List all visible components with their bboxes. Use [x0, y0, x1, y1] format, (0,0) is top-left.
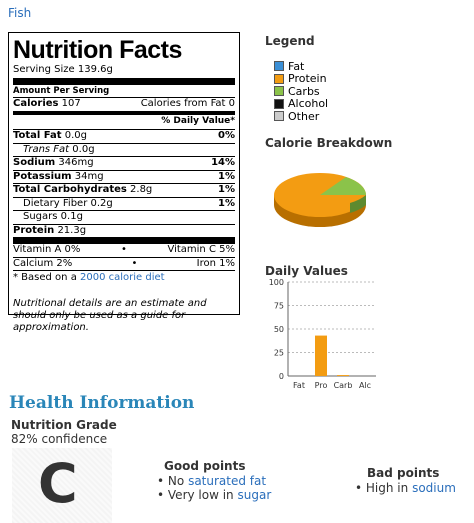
legend-item-other: Other: [274, 110, 328, 123]
legend-item-fat: Fat: [274, 60, 328, 73]
row-vitamins-a-c: Vitamin A 0% • Vitamin C 5%: [13, 244, 235, 255]
calorie-breakdown-pie: [274, 173, 366, 227]
amount-per-serving: Amount Per Serving: [13, 86, 110, 96]
calories-value: 107: [61, 98, 81, 109]
daily-value-header: % Daily Value*: [161, 115, 235, 126]
row-total-fat: Total Fat 0.0g 0%: [13, 129, 235, 141]
carbs-swatch: [274, 86, 284, 97]
legend-item-alcohol: Alcohol: [274, 97, 328, 110]
y-tick-label: 0: [279, 372, 284, 381]
sugar-link[interactable]: sugar: [237, 488, 272, 502]
grade-letter: C: [38, 452, 78, 515]
protein-swatch: [274, 73, 284, 84]
label-title: Nutrition Facts: [13, 36, 182, 64]
good-point-item: • Very low in sugar: [157, 488, 272, 502]
row-dietary-fiber: Dietary Fiber 0.2g 1%: [13, 196, 235, 211]
y-tick-label: 100: [269, 278, 284, 287]
alcohol-swatch: [274, 98, 284, 109]
y-tick-label: 75: [274, 302, 284, 311]
row-potassium: Potassium 34mg 1%: [13, 169, 235, 182]
row-calcium-iron: Calcium 2% • Iron 1%: [13, 256, 235, 269]
legend-item-carbs: Carbs: [274, 85, 328, 98]
bad-points-title: Bad points: [367, 466, 440, 480]
grade-confidence: 82% confidence: [11, 432, 108, 446]
health-information-title: Health Information: [9, 393, 195, 413]
x-tick-label: Pro: [315, 381, 328, 390]
x-tick-label: Carb: [334, 381, 353, 390]
saturated-fat-link[interactable]: saturated fat: [188, 474, 267, 488]
bad-points-list: • High in sodium: [355, 481, 456, 495]
calorie-diet-link[interactable]: 2000 calorie diet: [80, 272, 165, 283]
sodium-link[interactable]: sodium: [412, 481, 456, 495]
calorie-breakdown-title: Calorie Breakdown: [265, 136, 393, 150]
row-protein: Protein 21.3g: [13, 223, 235, 238]
bad-point-item: • High in sodium: [355, 481, 456, 495]
pie-slice-carbs: [320, 177, 366, 195]
disclaimer: Nutritional details are an estimate and …: [13, 298, 207, 333]
row-total-carbohydrates: Total Carbohydrates 2.8g 1%: [13, 183, 235, 195]
x-tick-label: Alc: [359, 381, 371, 390]
y-tick-label: 25: [274, 349, 284, 358]
legend-item-protein: Protein: [274, 72, 328, 85]
serving-size: Serving Size 139.6g: [13, 64, 113, 75]
nutrition-grade-label: Nutrition Grade: [11, 418, 117, 432]
good-points-list: • No saturated fat • Very low in sugar: [157, 474, 271, 502]
daily-values-chart: 100 75 50 25 0 Fat Pro Carb Alc: [269, 278, 376, 390]
row-sodium: Sodium 346mg 14%: [13, 156, 235, 168]
legend: Fat Protein Carbs Alcohol Other: [274, 60, 328, 123]
legend-title: Legend: [265, 34, 315, 48]
good-point-item: • No saturated fat: [157, 474, 267, 488]
grade-box: [12, 448, 112, 523]
fat-swatch: [274, 61, 284, 72]
bar-pro: [315, 335, 327, 376]
row-sugars: Sugars 0.1g: [13, 210, 235, 224]
good-points-title: Good points: [164, 459, 246, 473]
nutrition-facts-label: Nutrition Facts Serving Size 139.6g Amou…: [8, 32, 240, 333]
footnote: * Based on a 2000 calorie diet: [13, 270, 235, 284]
breadcrumb-fish-link[interactable]: Fish: [8, 6, 32, 20]
y-tick-label: 50: [274, 325, 284, 334]
x-tick-label: Fat: [293, 381, 305, 390]
calories-label: Calories: [13, 98, 59, 109]
daily-values-title: Daily Values: [265, 264, 348, 278]
row-trans-fat: Trans Fat 0.0g: [13, 142, 235, 157]
calories-from-fat: Calories from Fat 0: [140, 98, 235, 109]
bar-carb: [337, 375, 349, 376]
other-swatch: [274, 111, 284, 122]
